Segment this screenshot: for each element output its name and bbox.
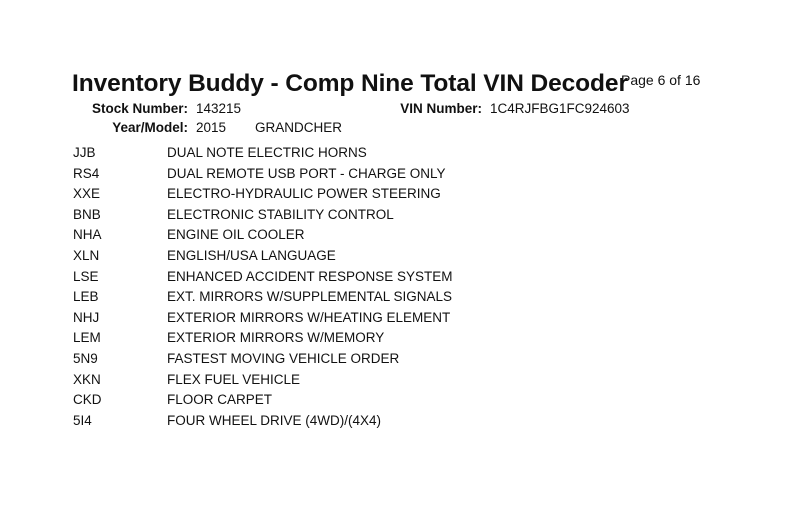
option-code: XLN bbox=[73, 247, 100, 263]
vin-number-value: 1C4RJFBG1FC924603 bbox=[490, 101, 630, 116]
option-description: EXT. MIRRORS W/SUPPLEMENTAL SIGNALS bbox=[167, 289, 453, 305]
option-code: NHA bbox=[73, 227, 102, 243]
option-code: LEB bbox=[73, 289, 99, 305]
option-code: BNB bbox=[73, 206, 101, 222]
option-description: ELECTRO-HYDRAULIC POWER STEERING bbox=[167, 186, 441, 202]
option-code: CKD bbox=[73, 392, 102, 408]
option-code: JJB bbox=[73, 145, 96, 160]
year-model-label: Year/Model: bbox=[112, 120, 188, 135]
option-code: RS4 bbox=[73, 165, 100, 181]
option-description: ELECTRONIC STABILITY CONTROL bbox=[167, 206, 394, 222]
page-number: Page 6 of 16 bbox=[621, 72, 701, 88]
option-code: XXE bbox=[73, 186, 101, 202]
option-code: NHJ bbox=[73, 309, 100, 325]
option-description: DUAL NOTE ELECTRIC HORNS bbox=[167, 145, 367, 160]
option-code: LEM bbox=[73, 330, 101, 346]
option-description: FLOOR CARPET bbox=[167, 392, 273, 408]
option-description: ENGINE OIL COOLER bbox=[167, 227, 305, 243]
option-code: LSE bbox=[73, 268, 99, 284]
stock-number-value: 143215 bbox=[196, 101, 242, 116]
option-description: ENGLISH/USA LANGUAGE bbox=[167, 247, 336, 263]
option-description: EXTERIOR MIRRORS W/MEMORY bbox=[167, 330, 385, 346]
option-code: 5N9 bbox=[73, 350, 98, 366]
document-title: Inventory Buddy - Comp Nine Total VIN De… bbox=[72, 70, 628, 97]
model-value: GRANDCHER bbox=[255, 120, 343, 135]
option-description: EXTERIOR MIRRORS W/HEATING ELEMENT bbox=[167, 309, 451, 325]
option-code: XKN bbox=[73, 371, 101, 387]
option-code: 5I4 bbox=[73, 412, 92, 428]
option-description: FASTEST MOVING VEHICLE ORDER bbox=[167, 350, 400, 366]
vin-number-label: VIN Number: bbox=[400, 101, 482, 116]
option-description: FLEX FUEL VEHICLE bbox=[167, 371, 301, 387]
option-description: DUAL REMOTE USB PORT - CHARGE ONLY bbox=[167, 165, 446, 181]
year-value: 2015 bbox=[196, 120, 227, 135]
stock-number-label: Stock Number: bbox=[91, 101, 188, 116]
option-description: FOUR WHEEL DRIVE (4WD)/(4X4) bbox=[167, 412, 382, 428]
option-description: ENHANCED ACCIDENT RESPONSE SYSTEM bbox=[167, 268, 453, 284]
